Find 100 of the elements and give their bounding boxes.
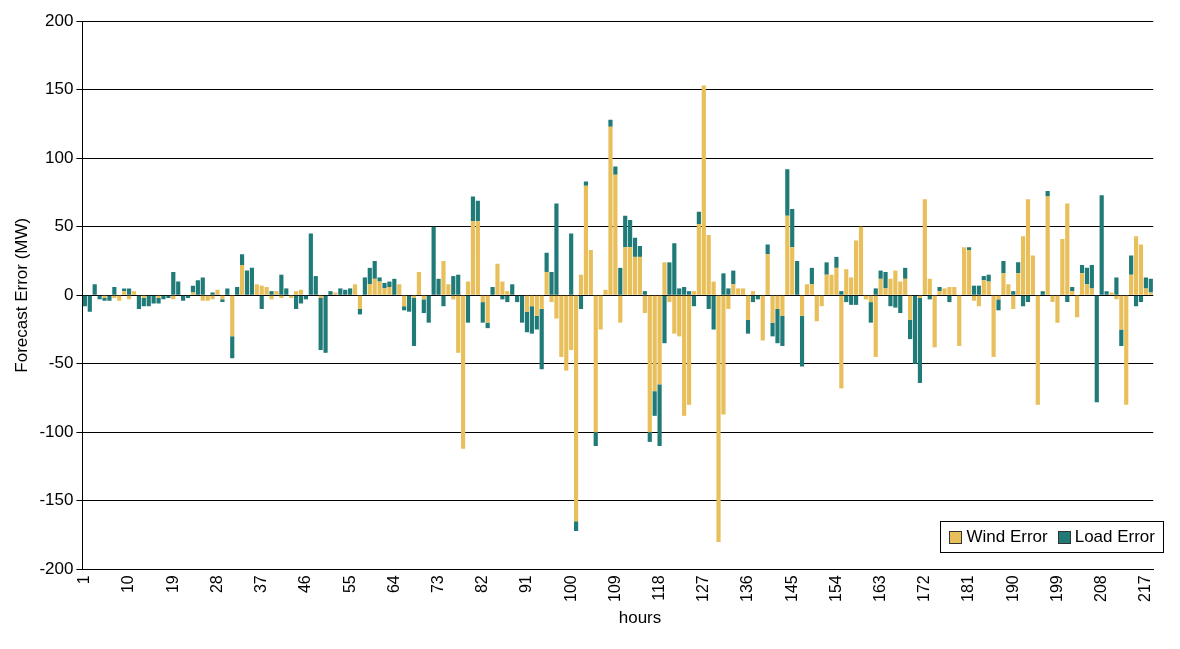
bar [235,287,240,295]
bar [917,297,923,383]
bar [623,247,628,295]
y-tick-label: 50 [54,216,74,236]
bar [1016,262,1021,274]
bar [171,271,176,295]
bar [524,295,530,312]
bar [451,276,456,295]
x-axis-title: hours [617,608,663,628]
bar [1114,277,1119,295]
bar [1084,267,1090,285]
x-tick-label: 109 [605,575,623,603]
bar [274,291,279,295]
bar [765,244,770,255]
bar [785,215,790,295]
bar [480,302,485,323]
bar [1070,287,1075,292]
bar [539,308,544,370]
bar [112,287,117,295]
bar [441,261,446,295]
bar [230,336,235,359]
bar [269,295,274,300]
bar [495,263,500,295]
bar [937,287,942,292]
bar [131,291,137,295]
bar [839,295,844,389]
bar [328,291,333,295]
bar [1133,236,1139,295]
bar [230,295,235,337]
bar [809,267,814,285]
x-tick-label: 181 [959,575,977,603]
bar [544,271,549,295]
bar [883,271,888,289]
bar [244,270,250,295]
bar [795,261,800,295]
y-axis-title: Forecast Error (MW) [11,217,31,373]
bar [731,270,736,285]
x-tick-label: 163 [871,575,889,603]
bar [765,254,770,295]
bar [932,295,937,348]
bar [298,289,304,295]
bar [966,250,972,295]
bar [618,295,623,323]
x-tick-label: 91 [517,575,535,594]
bar [1001,273,1006,295]
bar [1045,196,1050,295]
bar [490,287,495,295]
bar [731,284,736,295]
bar [181,295,186,301]
bar [441,295,446,307]
bar [662,262,667,295]
bar [220,299,225,303]
x-tick-label: 64 [384,575,402,594]
bar [1045,191,1050,197]
x-tick-label: 208 [1092,575,1110,603]
legend-label: Load Error [1074,527,1155,547]
bar [510,284,515,295]
bar [239,254,245,266]
bar [908,295,913,320]
bar [475,200,480,222]
y-tick-label: -100 [39,421,74,441]
y-tick-label: 0 [63,284,74,304]
bar [338,288,343,295]
bar [623,215,628,248]
x-tick-label: 127 [694,575,712,603]
bar [402,295,407,307]
bar [225,288,230,295]
x-tick-label: 37 [252,575,270,594]
bar [1129,255,1134,275]
bar [470,196,476,222]
bar [662,295,667,344]
x-tick-label: 118 [650,575,667,601]
bar [1075,295,1080,318]
bar [294,295,299,309]
bar [465,295,471,323]
bar [200,277,205,295]
bar [873,295,878,357]
bar [416,271,421,295]
bar [92,284,97,295]
bar [279,274,284,295]
bar [834,256,839,268]
bar [957,295,962,346]
bar [352,284,358,295]
bar [269,291,274,295]
bar [647,432,652,442]
bar [578,295,584,309]
y-tick-label: -150 [39,490,74,510]
bar [470,221,476,295]
bar [397,284,402,295]
bar [711,295,716,330]
x-tick-label: 55 [340,575,358,594]
y-tick-label: 150 [45,79,74,99]
bar [1025,199,1031,295]
bar [824,262,829,275]
y-tick-label: -50 [48,353,74,373]
x-tick-label: 28 [207,575,225,594]
bar [220,295,225,300]
bar [976,285,981,295]
bar [986,274,991,282]
bar [215,289,220,295]
